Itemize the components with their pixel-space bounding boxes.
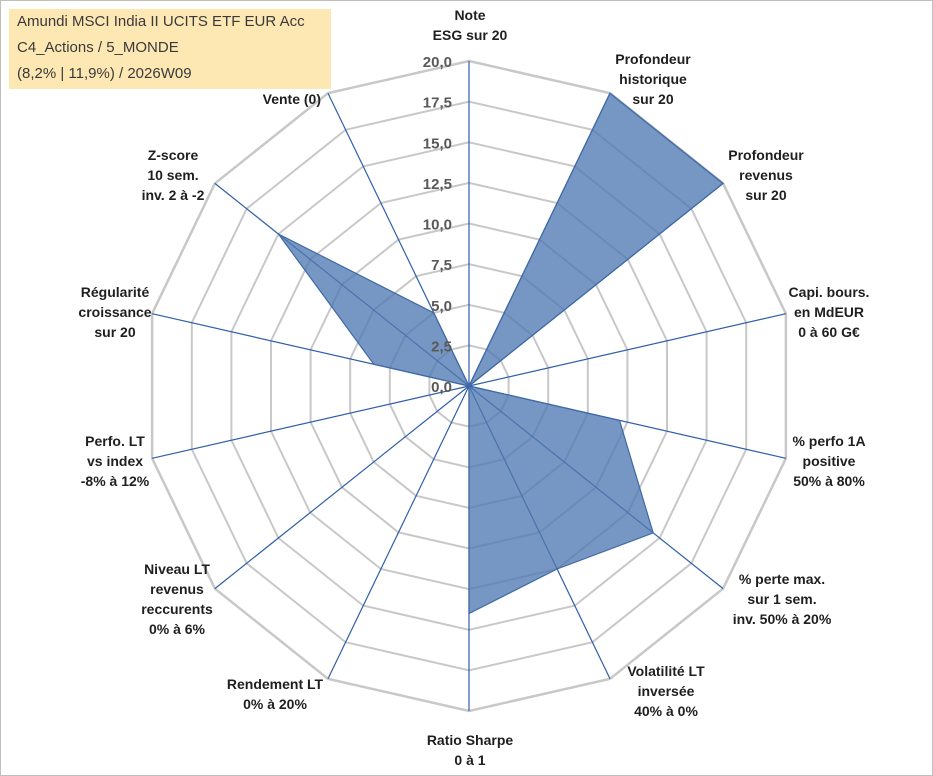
data-point-2 [722,182,725,185]
axis-spoke-9 [214,385,470,590]
data-point-7 [468,612,471,615]
axis-label: 50% à 80% [793,473,865,489]
axis-label: sur 20 [632,91,673,107]
axis-label: revenus [739,167,793,183]
axis-label-group-0: Note ESG sur 20 [433,7,508,43]
axis-label: Niveau LT [144,561,210,577]
data-point-6 [556,568,559,571]
axis-label-group-4: % perfo 1A positive 50% à 80% [792,433,865,489]
axis-spoke-3 [468,313,787,387]
title-line-category: C4_Actions / 5_MONDE [17,39,179,56]
axis-label: inv. 2 à -2 [142,187,205,203]
axis-label: 10 sem. [147,167,198,183]
axis-label-group-12: Z-score 10 sem. inv. 2 à -2 [142,147,205,203]
axis-label-group-11: Régularité croissance sur 20 [78,284,151,340]
axis-label-group-7: Ratio Sharpe 0 à 1 [427,732,514,768]
axis-label: Z-score [148,147,199,163]
axis-label: 0 à 60 G€ [798,324,860,340]
axis-spoke-8 [327,385,470,680]
axis-label: 40% à 0% [634,703,698,719]
axis-spoke-10 [151,385,470,459]
data-point-1 [609,92,612,95]
axis-label: 0 à 1 [454,752,485,768]
tick-label: 15,0 [423,135,452,152]
data-point-5 [652,531,655,534]
axis-label: Perfo. LT [85,433,145,449]
axis-label-group-10: Perfo. LT vs index -8% à 12% [81,433,150,489]
tick-label: 7,5 [431,257,452,274]
tick-label: 2,5 [431,338,452,355]
axis-label: revenus [150,581,204,597]
axis-label-group-8: Rendement LT 0% à 20% [227,676,324,712]
title-line-stats: (8,2% | 11,9%) / 2026W09 [17,65,192,82]
axis-label: 0% à 6% [149,621,206,637]
axis-label: historique [619,71,687,87]
axis-label-group-3: Capi. bours. en MdEUR 0 à 60 G€ [789,284,870,340]
tick-label: 5,0 [431,298,452,315]
tick-label: 10,0 [423,217,452,234]
data-point-12 [277,233,280,236]
axis-label: Ratio Sharpe [427,732,514,748]
axis-label: sur 20 [745,187,786,203]
axis-label: positive [803,453,856,469]
axis-label-group-5: % perte max. sur 1 sem. inv. 50% à 20% [733,571,832,627]
data-series-area [277,92,725,615]
axis-label: % perte max. [739,571,825,587]
axis-label: en MdEUR [794,304,864,320]
chart-title-box: Amundi MSCI India II UCITS ETF EUR Acc C… [9,9,331,89]
axis-label: Capi. bours. [789,284,870,300]
axis-label: Note [454,7,485,23]
axis-label: % perfo 1A [792,433,865,449]
axis-label: Régularité [81,284,150,300]
axis-label: Profondeur [728,147,804,163]
data-point-10 [468,385,471,388]
axis-label-group-1: Profondeur historique sur 20 [615,51,691,107]
tick-label: 20,0 [423,54,452,71]
axis-label: Profondeur [615,51,691,67]
axis-label: Volatilité LT [627,663,705,679]
axis-label: ESG sur 20 [433,27,508,43]
tick-label: 12,5 [423,176,452,193]
tick-label: 17,5 [423,95,452,112]
axis-label: sur 1 sem. [747,591,816,607]
axis-label-group-6: Volatilité LT inversée 40% à 0% [627,663,705,719]
axis-label-group-9: Niveau LT revenus reccurents 0% à 6% [141,561,213,637]
axis-label: inv. 50% à 20% [733,611,832,627]
axis-label: -8% à 12% [81,473,150,489]
data-point-4 [618,419,621,422]
axis-label: croissance [78,304,151,320]
axis-label: inversée [638,683,695,699]
axis-label: Vente (0) [263,91,321,107]
axis-label: 0% à 20% [243,696,307,712]
axis-label: sur 20 [94,324,135,340]
axis-label: vs index [87,453,143,469]
tick-label: 0,0 [431,379,452,396]
data-point-11 [372,363,375,366]
title-line-fund: Amundi MSCI India II UCITS ETF EUR Acc [17,13,305,30]
axis-label: reccurents [141,601,213,617]
axis-label-group-2: Profondeur revenus sur 20 [728,147,804,203]
axis-label: Rendement LT [227,676,324,692]
